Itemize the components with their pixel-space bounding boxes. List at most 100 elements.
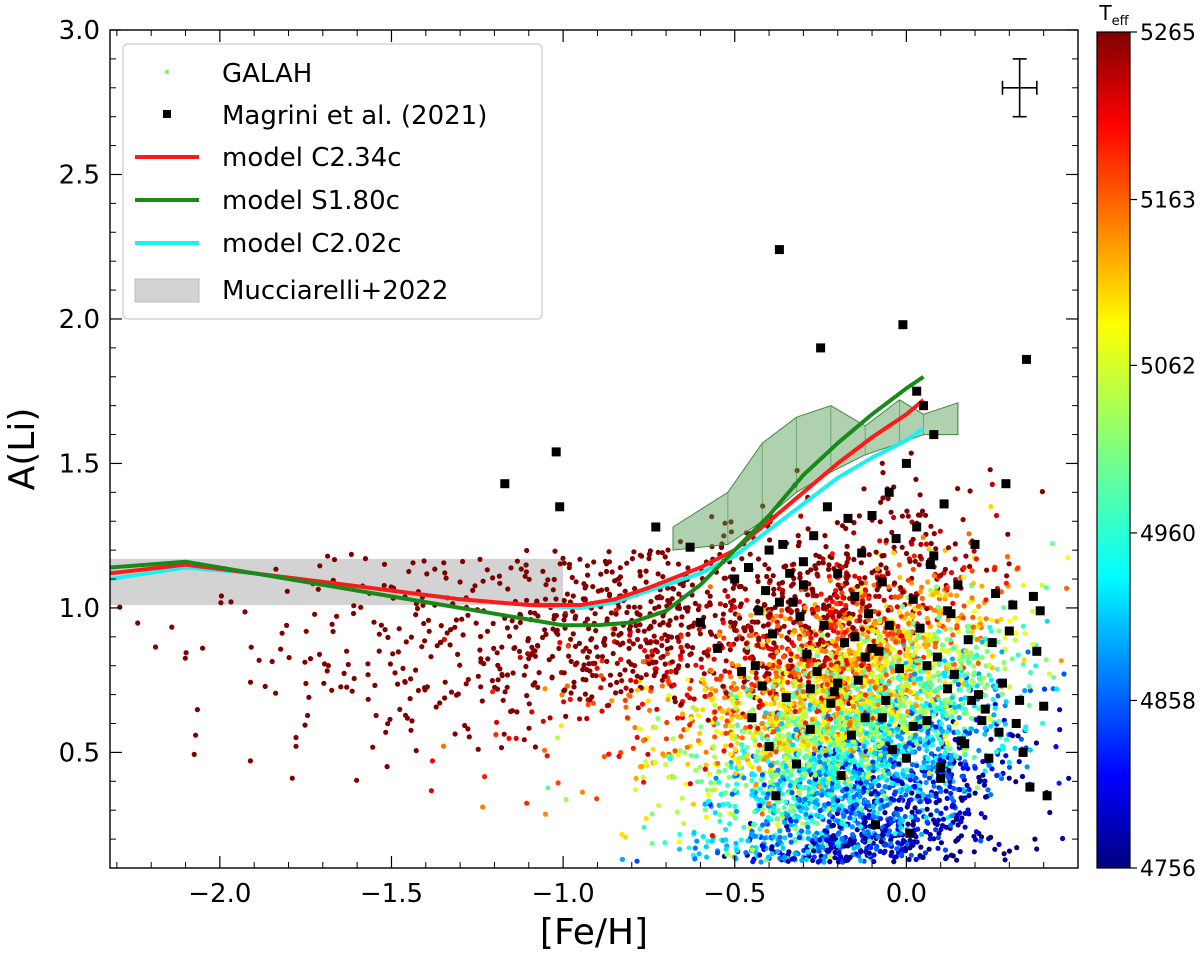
- galah-point: [895, 623, 901, 630]
- galah-point: [690, 801, 696, 807]
- galah-point: [853, 811, 859, 817]
- galah-point: [844, 715, 850, 721]
- galah-point: [812, 735, 818, 741]
- galah-point: [678, 644, 684, 651]
- galah-point: [832, 849, 838, 856]
- galah-point: [365, 672, 371, 678]
- galah-point: [824, 669, 830, 675]
- galah-point: [931, 836, 937, 842]
- galah-point: [491, 645, 497, 652]
- galah-point: [964, 652, 970, 659]
- galah-point: [730, 585, 736, 591]
- galah-point: [884, 647, 890, 653]
- galah-point: [523, 569, 530, 575]
- galah-point: [894, 846, 900, 852]
- galah-point: [613, 611, 619, 617]
- galah-point: [317, 563, 323, 569]
- galah-point: [218, 600, 224, 606]
- galah-point: [723, 837, 729, 843]
- galah-point: [872, 750, 878, 756]
- galah-point: [762, 725, 768, 731]
- galah-point: [847, 615, 854, 621]
- galah-point: [909, 580, 915, 586]
- galah-point: [722, 695, 728, 701]
- galah-point: [919, 595, 925, 602]
- galah-point: [917, 512, 923, 518]
- galah-point: [898, 830, 904, 837]
- galah-point: [561, 670, 567, 676]
- galah-point: [866, 595, 872, 602]
- galah-point: [764, 795, 770, 801]
- galah-point: [543, 631, 549, 638]
- galah-point: [722, 767, 728, 774]
- galah-point: [910, 821, 916, 828]
- galah-point: [935, 746, 942, 752]
- galah-point: [917, 492, 923, 498]
- galah-point: [755, 642, 761, 648]
- galah-point: [940, 823, 946, 829]
- galah-point: [702, 686, 708, 693]
- galah-point: [835, 636, 841, 642]
- galah-point: [989, 653, 996, 659]
- galah-point: [962, 672, 968, 679]
- galah-point: [452, 624, 458, 630]
- galah-point: [489, 678, 495, 684]
- galah-point: [269, 658, 275, 665]
- galah-point: [626, 604, 632, 610]
- galah-point: [806, 761, 812, 767]
- galah-point: [1012, 745, 1018, 751]
- galah-point: [991, 712, 997, 718]
- galah-point: [926, 770, 932, 777]
- galah-point: [760, 844, 767, 850]
- galah-point: [855, 844, 861, 850]
- galah-point: [705, 717, 711, 723]
- galah-point: [781, 623, 787, 629]
- galah-point: [916, 809, 922, 815]
- galah-point: [788, 657, 794, 663]
- galah-point: [821, 719, 828, 725]
- galah-point: [376, 631, 382, 637]
- galah-point: [779, 579, 786, 586]
- galah-point: [914, 763, 920, 769]
- galah-point: [434, 643, 440, 649]
- galah-point: [827, 859, 833, 865]
- galah-point: [429, 758, 436, 764]
- galah-point: [950, 632, 956, 638]
- galah-point: [493, 732, 499, 738]
- galah-point: [986, 836, 992, 842]
- galah-point: [907, 657, 913, 664]
- galah-point: [547, 715, 553, 721]
- galah-point: [1027, 747, 1033, 753]
- galah-point: [1004, 554, 1011, 560]
- galah-point: [728, 716, 735, 722]
- galah-point: [811, 755, 817, 762]
- galah-point: [899, 544, 905, 550]
- galah-point: [701, 681, 707, 687]
- galah-point: [561, 617, 567, 623]
- galah-point: [749, 771, 755, 777]
- galah-point: [939, 646, 945, 653]
- galah-point: [618, 656, 624, 663]
- galah-point: [809, 662, 815, 668]
- galah-point: [877, 538, 883, 544]
- galah-point: [372, 682, 378, 689]
- galah-point: [856, 770, 862, 776]
- galah-point: [602, 558, 608, 565]
- galah-point: [988, 617, 995, 623]
- galah-point: [608, 610, 615, 616]
- galah-point: [845, 843, 851, 849]
- galah-point: [566, 653, 572, 659]
- galah-point: [565, 643, 571, 649]
- galah-point: [699, 778, 705, 785]
- galah-point: [722, 668, 728, 674]
- galah-point: [329, 621, 335, 627]
- galah-point: [805, 526, 811, 532]
- galah-point: [836, 849, 842, 856]
- galah-point: [819, 788, 825, 794]
- galah-point: [1010, 733, 1016, 739]
- galah-point: [930, 759, 936, 766]
- galah-point: [785, 719, 791, 725]
- galah-point: [568, 658, 574, 665]
- galah-point: [665, 547, 671, 553]
- galah-point: [856, 646, 863, 652]
